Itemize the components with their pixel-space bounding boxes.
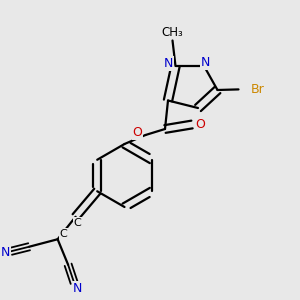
Text: N: N bbox=[73, 282, 82, 295]
Text: N: N bbox=[201, 56, 210, 70]
Text: N: N bbox=[1, 246, 10, 259]
Text: N: N bbox=[164, 57, 174, 70]
Text: C: C bbox=[73, 218, 81, 228]
Text: Br: Br bbox=[250, 83, 264, 96]
Text: O: O bbox=[132, 126, 142, 139]
Text: C: C bbox=[60, 229, 68, 239]
Text: CH₃: CH₃ bbox=[162, 26, 183, 39]
Text: O: O bbox=[196, 118, 205, 131]
